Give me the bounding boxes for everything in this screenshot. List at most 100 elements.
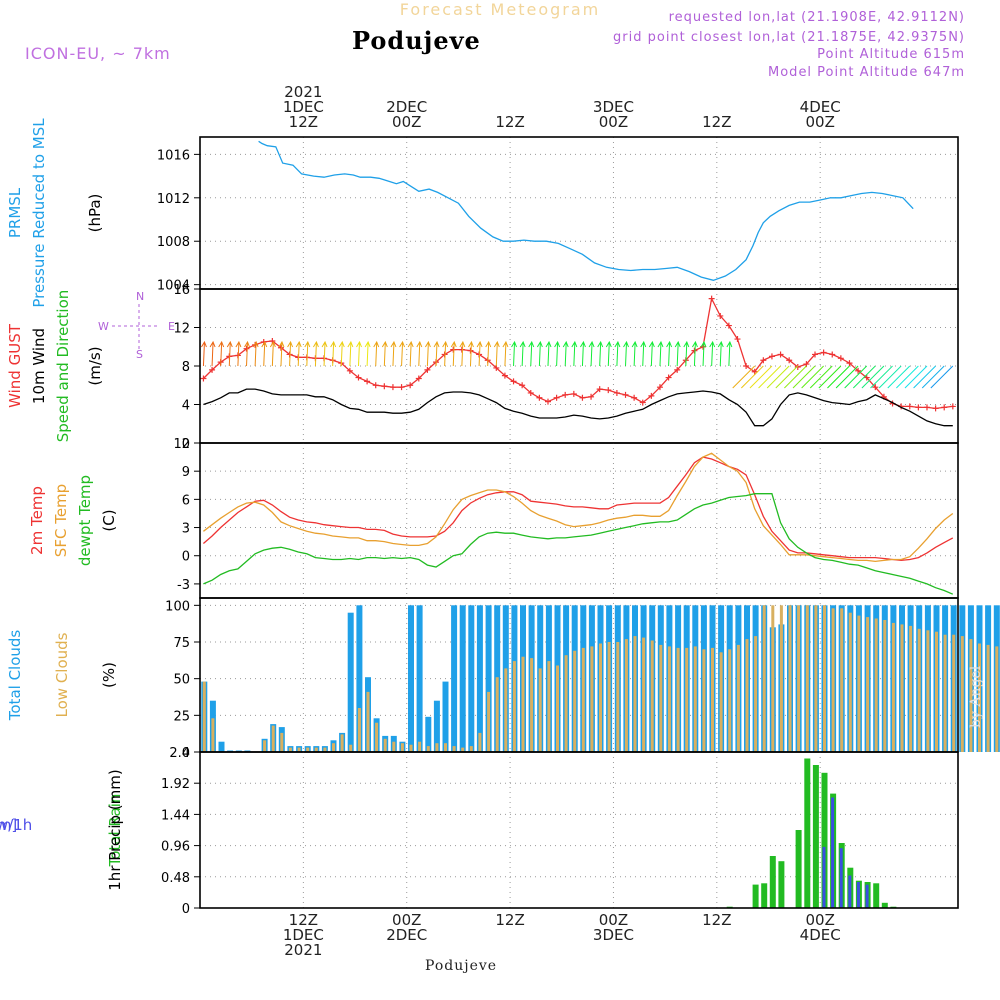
bar-clouds-0 — [468, 605, 475, 752]
bottom-time-label: 12Z — [702, 911, 731, 929]
wind-arrow — [511, 340, 518, 367]
gust-point — [708, 295, 715, 302]
y-axis-label: 1hr Precip (mm) — [106, 769, 124, 890]
gust-point — [519, 382, 526, 389]
bar-clouds-1 — [392, 741, 396, 752]
bar-clouds-1 — [900, 624, 904, 752]
gust-point — [544, 398, 551, 405]
top-time-label: 12Z — [289, 113, 318, 131]
bar-clouds-0 — [433, 700, 440, 752]
bar-clouds-1 — [366, 691, 370, 752]
bar-clouds-1 — [306, 747, 310, 752]
wind-arrow — [605, 340, 612, 367]
bar-clouds-1 — [504, 668, 508, 752]
compass-e: E — [168, 320, 175, 333]
bar-clouds-1 — [487, 691, 491, 752]
top-time-label: 00Z — [805, 113, 834, 131]
bar-precip-0 — [873, 883, 880, 908]
bar-clouds-1 — [685, 647, 689, 752]
bar-clouds-1 — [711, 647, 714, 752]
y-tick-label: 0.96 — [161, 840, 190, 855]
bar-clouds-1 — [676, 647, 680, 752]
gust-point — [674, 366, 681, 373]
side-label: 2m Temp — [28, 486, 46, 555]
y-tick-label: 1012 — [157, 192, 190, 207]
side-label: Pressure Reduced to MSL — [30, 118, 48, 308]
y-tick-label: 0 — [182, 550, 190, 565]
gust-point — [829, 351, 836, 358]
wind-arrow — [844, 365, 868, 389]
panel-frame — [199, 136, 959, 290]
bottom-time-label: 2021 — [284, 941, 322, 959]
bar-clouds-1 — [607, 642, 611, 752]
model-altitude: Model Point Altitude 647m — [768, 65, 965, 80]
side-label: Low Clouds — [53, 632, 71, 717]
bar-clouds-0 — [459, 605, 466, 752]
bar-clouds-1 — [263, 740, 267, 752]
bar-clouds-1 — [478, 732, 482, 752]
y-tick-label: 0 — [182, 746, 190, 761]
gust-point — [743, 363, 750, 369]
wind-arrow — [597, 340, 604, 367]
gust-point — [415, 375, 422, 382]
y-tick-label: 25 — [173, 709, 190, 724]
bar-clouds-1 — [435, 743, 439, 752]
wind-arrow — [235, 340, 242, 367]
wind-arrow — [726, 340, 733, 367]
wind-arrow — [623, 340, 629, 367]
wind-arrow — [691, 340, 698, 367]
bar-clouds-1 — [340, 734, 344, 752]
bar-clouds-0 — [408, 605, 414, 752]
gust-point — [424, 366, 431, 373]
bar-clouds-1 — [590, 646, 594, 752]
wind-arrow — [640, 340, 647, 367]
bar-clouds-0 — [442, 681, 449, 752]
bar-clouds-1 — [969, 639, 973, 752]
bar-clouds-1 — [814, 605, 818, 752]
wind-arrow — [269, 340, 276, 367]
bar-clouds-1 — [909, 625, 913, 752]
bar-clouds-1 — [461, 747, 465, 752]
y-tick-label: 0 — [182, 437, 190, 452]
wind-arrow — [758, 365, 781, 389]
gust-point — [527, 389, 534, 396]
wind-arrow — [261, 340, 268, 367]
bar-clouds-1 — [564, 655, 568, 752]
wind-arrow — [571, 340, 578, 367]
bar-clouds-1 — [521, 656, 525, 752]
bar-precip-1 — [865, 884, 869, 908]
gust-point — [794, 363, 801, 370]
wind-arrow — [536, 340, 543, 367]
bar-precip-0 — [821, 772, 828, 908]
wind-arrow — [244, 340, 250, 367]
top-time-label: 3DEC — [593, 98, 634, 116]
wind-arrow — [321, 340, 328, 367]
gust-point — [786, 357, 793, 364]
wind-arrow — [442, 340, 449, 367]
gust-point — [605, 387, 612, 394]
location-name: Podujeve — [352, 26, 481, 55]
wind-arrow — [209, 340, 216, 367]
point-altitude: Point Altitude 615m — [817, 47, 965, 62]
bar-precip-1 — [856, 882, 860, 908]
wind-arrow — [740, 365, 764, 389]
bar-clouds-1 — [883, 620, 887, 752]
y-axis-label: (hPa) — [86, 194, 104, 233]
gust-point — [596, 386, 603, 393]
gust-point — [364, 378, 371, 385]
y-tick-label: 100 — [165, 599, 190, 614]
gust-point — [812, 351, 819, 358]
gust-point — [846, 360, 853, 367]
side-label: dewpt Temp — [76, 475, 94, 566]
gust-point — [562, 391, 569, 398]
gust-point — [579, 394, 586, 401]
wind-arrow — [519, 340, 526, 367]
y-tick-label: 4 — [182, 399, 190, 414]
gust-point — [777, 351, 784, 358]
series-line-wind-1 — [203, 388, 953, 427]
bar-clouds-1 — [581, 647, 585, 752]
bar-clouds-1 — [848, 612, 852, 752]
y-axis-label: (C) — [100, 509, 118, 531]
wind-arrow — [545, 340, 552, 367]
bar-clouds-1 — [978, 643, 981, 752]
